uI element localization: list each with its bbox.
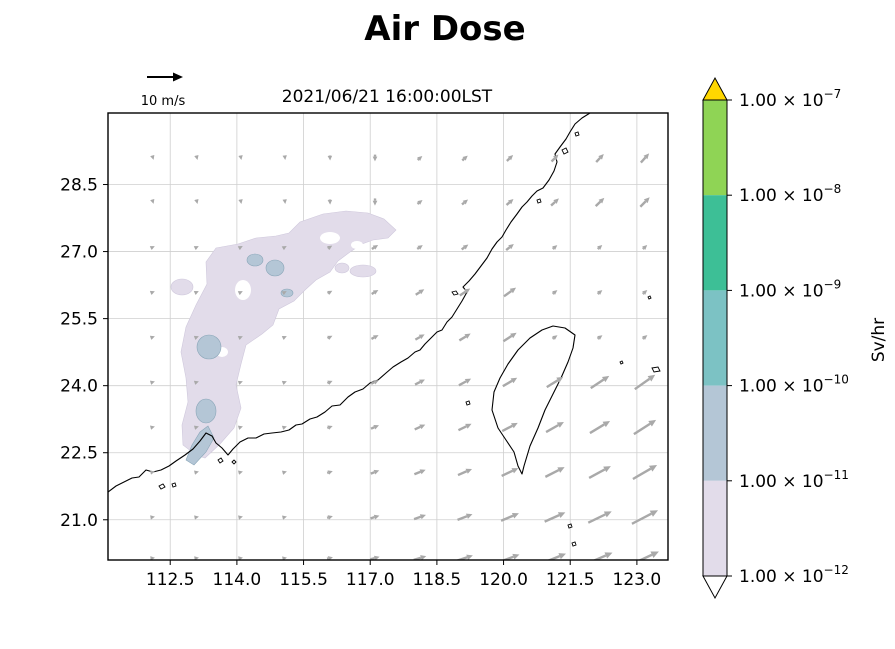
x-tick-label: 117.0	[346, 570, 395, 590]
colorbar-tick-label: 1.00 × 10−9	[739, 277, 841, 301]
colorbar-tick-label: 1.00 × 10−12	[739, 563, 849, 587]
plume-core	[196, 399, 216, 423]
wind-key: 10 m/s	[141, 73, 186, 110]
colorbar-tick-label: 1.00 × 10−10	[739, 373, 849, 397]
plume-hole	[235, 280, 251, 300]
wind-key-arrowhead	[173, 73, 183, 82]
x-tick-label: 115.5	[279, 570, 328, 590]
x-tick-label: 121.5	[546, 570, 595, 590]
wind-key-label: 10 m/s	[141, 94, 186, 109]
colorbar-segment	[703, 100, 727, 195]
y-tick-label: 28.5	[60, 176, 98, 196]
plume-hole	[320, 232, 340, 244]
map-panel: 112.5 114.0 115.5 117.0 118.5 120.0 121.5 123.0…	[60, 113, 668, 590]
x-tick-label: 120.0	[479, 570, 528, 590]
plume-patch	[171, 279, 193, 295]
map-timestamp: 2021/06/21 16:00:00LST	[282, 87, 493, 107]
y-tick-label: 25.5	[60, 310, 98, 330]
colorbar-segment	[703, 195, 727, 290]
x-tick-label: 118.5	[413, 570, 462, 590]
plume-patch	[335, 263, 349, 273]
y-tick-label: 27.0	[60, 243, 98, 263]
colorbar-tick-label: 1.00 × 10−8	[739, 182, 841, 206]
colorbar-min-extension	[703, 576, 727, 598]
y-tick-label: 21.0	[60, 511, 98, 531]
plume-patch	[350, 265, 376, 277]
colorbar-max-extension	[703, 78, 727, 100]
plume-core	[247, 254, 263, 266]
plume-core	[266, 260, 284, 276]
colorbar-segment	[703, 290, 727, 385]
colorbar-segment	[703, 481, 727, 576]
plume-hole	[351, 241, 363, 249]
plume-core	[197, 335, 221, 359]
x-tick-label: 114.0	[213, 570, 262, 590]
colorbar: 1.00 × 10−7 1.00 × 10−8 1.00 × 10−9 1.00 × …	[703, 78, 849, 598]
x-axis-ticks: 112.5 114.0 115.5 117.0 118.5 120.0 121.5 123.0	[146, 560, 661, 590]
colorbar-label: Sv/hr	[869, 318, 889, 362]
x-tick-label: 112.5	[146, 570, 195, 590]
y-tick-label: 24.0	[60, 377, 98, 397]
figure-title: Air Dose	[364, 9, 525, 49]
y-tick-label: 22.5	[60, 444, 98, 464]
x-tick-label: 123.0	[613, 570, 662, 590]
colorbar-tick-label: 1.00 × 10−7	[739, 87, 841, 111]
y-axis-ticks: 21.0 22.5 24.0 25.5 27.0 28.5	[60, 176, 108, 531]
colorbar-segment	[703, 386, 727, 481]
colorbar-tick-label: 1.00 × 10−11	[739, 468, 849, 492]
